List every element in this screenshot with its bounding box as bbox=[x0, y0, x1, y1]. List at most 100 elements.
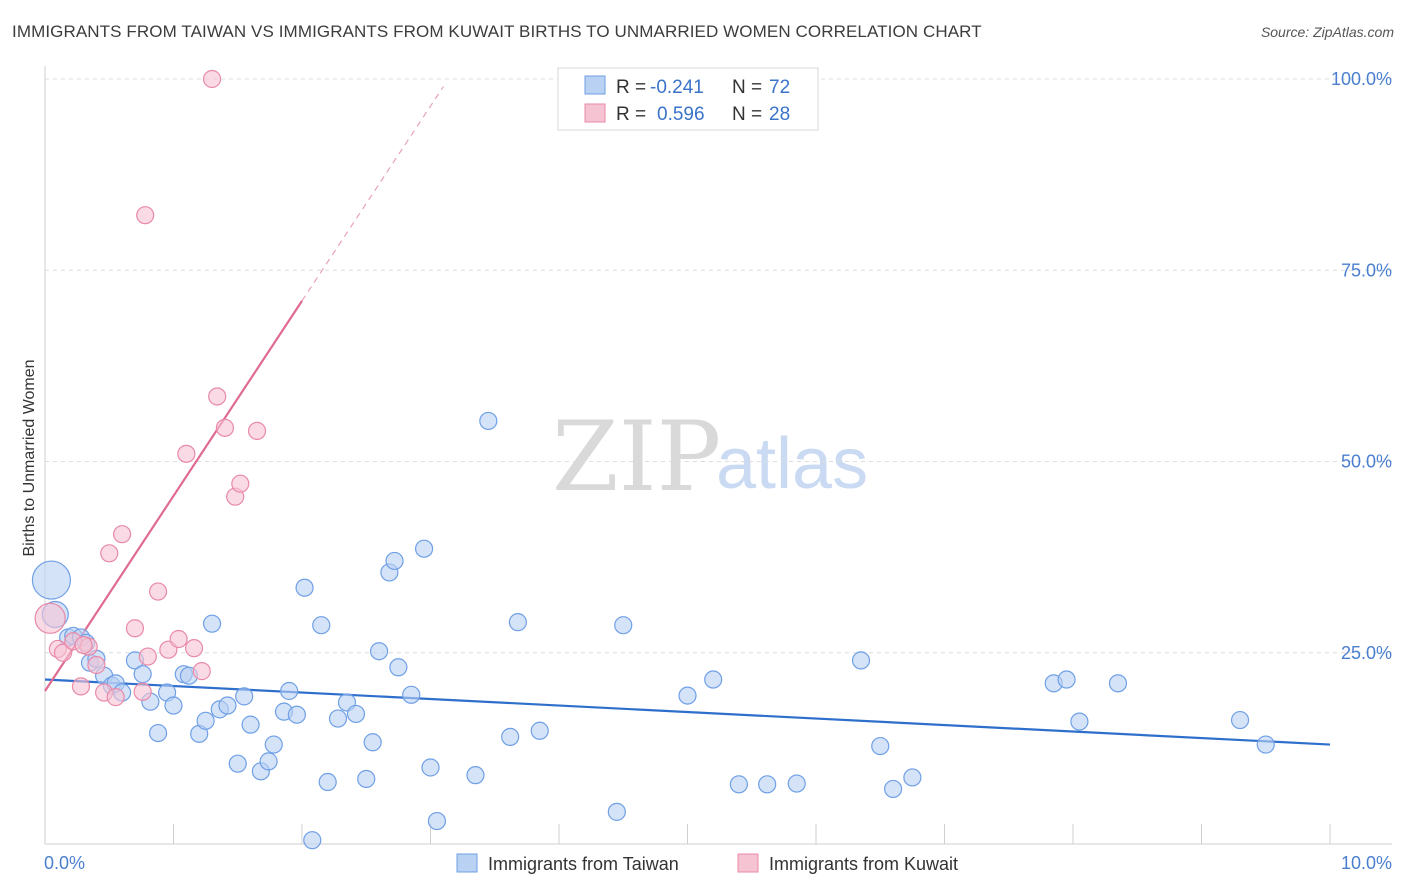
point-taiwan-32 bbox=[280, 681, 299, 701]
legend-r-label-kuwait: R = bbox=[616, 104, 646, 125]
point-taiwan-33 bbox=[287, 705, 306, 724]
series-legend-label-kuwait: Immigrants from Kuwait bbox=[769, 854, 958, 874]
legend-swatch-kuwait bbox=[584, 103, 606, 123]
point-kuwait-18 bbox=[184, 639, 204, 658]
point-taiwan-59 bbox=[704, 670, 723, 689]
series-legend: Immigrants from Taiwan Immigrants from K… bbox=[456, 853, 958, 874]
point-kuwait-21 bbox=[208, 387, 227, 406]
point-taiwan-58 bbox=[678, 686, 697, 705]
point-taiwan-24 bbox=[218, 696, 237, 715]
legend-n-value-taiwan: 72 bbox=[769, 77, 790, 98]
point-kuwait-12 bbox=[133, 682, 152, 701]
point-taiwan-57 bbox=[614, 616, 633, 635]
point-taiwan-30 bbox=[264, 735, 283, 754]
point-taiwan-0 bbox=[31, 560, 72, 600]
chart-title: IMMIGRANTS FROM TAIWAN VS IMMIGRANTS FRO… bbox=[12, 22, 982, 41]
point-kuwait-14 bbox=[148, 582, 168, 601]
point-taiwan-53 bbox=[501, 727, 520, 747]
watermark-zip: ZIP bbox=[552, 401, 721, 513]
legend-n-label-taiwan: N = bbox=[732, 77, 762, 98]
point-taiwan-17 bbox=[164, 696, 183, 715]
point-taiwan-40 bbox=[346, 704, 366, 724]
point-taiwan-26 bbox=[235, 687, 254, 706]
gridlines bbox=[45, 78, 1392, 654]
point-taiwan-46 bbox=[389, 658, 408, 677]
point-taiwan-25 bbox=[228, 754, 247, 773]
point-taiwan-42 bbox=[363, 733, 382, 752]
point-kuwait-20 bbox=[202, 69, 222, 89]
point-taiwan-49 bbox=[421, 758, 440, 777]
point-taiwan-70 bbox=[1108, 674, 1128, 693]
point-taiwan-43 bbox=[370, 642, 389, 661]
point-taiwan-21 bbox=[196, 711, 215, 730]
trend-line-kuwait bbox=[44, 300, 303, 692]
legend-swatch-taiwan bbox=[584, 75, 606, 95]
series-legend-swatch-kuwait bbox=[737, 853, 759, 873]
y-tick-label-0: 25.0% bbox=[1341, 643, 1392, 663]
point-taiwan-47 bbox=[402, 685, 421, 704]
point-kuwait-27 bbox=[74, 635, 93, 655]
point-taiwan-68 bbox=[1057, 670, 1076, 689]
point-taiwan-35 bbox=[303, 831, 322, 850]
point-kuwait-26 bbox=[136, 206, 155, 225]
point-taiwan-22 bbox=[202, 614, 222, 633]
point-kuwait-19 bbox=[192, 662, 211, 681]
point-taiwan-45 bbox=[385, 551, 404, 571]
point-kuwait-22 bbox=[215, 418, 234, 437]
point-taiwan-72 bbox=[1256, 735, 1275, 754]
point-taiwan-60 bbox=[729, 775, 749, 794]
trend-line-kuwait-extension bbox=[301, 86, 444, 302]
point-taiwan-34 bbox=[295, 578, 314, 597]
legend-r-label-taiwan: R = bbox=[616, 77, 646, 98]
point-taiwan-56 bbox=[607, 802, 626, 821]
y-tick-label-1: 50.0% bbox=[1341, 452, 1392, 472]
point-taiwan-15 bbox=[148, 723, 168, 743]
point-kuwait-4 bbox=[71, 677, 91, 696]
point-taiwan-63 bbox=[851, 651, 871, 670]
point-taiwan-54 bbox=[508, 613, 527, 632]
series-legend-label-taiwan: Immigrants from Taiwan bbox=[488, 854, 679, 874]
point-taiwan-29 bbox=[259, 752, 278, 771]
trend-line-taiwan bbox=[44, 678, 1331, 746]
point-taiwan-65 bbox=[883, 779, 903, 799]
point-kuwait-24 bbox=[231, 474, 250, 493]
tick-labels: 25.0% 50.0% 75.0% 100.0% 0.0% 10.0% bbox=[44, 69, 1392, 873]
point-kuwait-8 bbox=[100, 544, 119, 563]
point-taiwan-52 bbox=[479, 411, 498, 431]
legend-n-label-kuwait: N = bbox=[732, 104, 762, 125]
legend-r-value-kuwait: 0.596 bbox=[657, 104, 705, 125]
point-taiwan-61 bbox=[758, 775, 777, 794]
point-kuwait-11 bbox=[125, 619, 145, 638]
point-kuwait-10 bbox=[112, 525, 132, 544]
point-taiwan-55 bbox=[530, 721, 549, 740]
watermark-atlas: atlas bbox=[716, 424, 868, 504]
point-kuwait-17 bbox=[177, 444, 196, 463]
point-taiwan-69 bbox=[1070, 712, 1089, 731]
point-taiwan-50 bbox=[427, 811, 447, 831]
x-tick-label-1: 10.0% bbox=[1341, 853, 1392, 873]
point-kuwait-2 bbox=[53, 643, 73, 662]
source-credit: Source: ZipAtlas.com bbox=[1260, 24, 1394, 40]
series-legend-swatch-taiwan bbox=[456, 853, 478, 873]
point-taiwan-62 bbox=[787, 774, 806, 793]
point-taiwan-36 bbox=[312, 616, 331, 635]
point-taiwan-37 bbox=[318, 772, 337, 792]
point-kuwait-25 bbox=[247, 421, 267, 440]
point-taiwan-71 bbox=[1230, 710, 1250, 730]
point-taiwan-66 bbox=[903, 768, 922, 787]
point-taiwan-64 bbox=[871, 736, 890, 756]
point-kuwait-9 bbox=[106, 688, 125, 707]
point-kuwait-13 bbox=[138, 647, 157, 666]
x-tick-label-0: 0.0% bbox=[44, 853, 85, 873]
point-kuwait-0 bbox=[34, 602, 66, 634]
data-points bbox=[31, 69, 1275, 850]
point-taiwan-13 bbox=[133, 665, 152, 684]
trend-lines bbox=[44, 86, 1331, 746]
legend-n-value-kuwait: 28 bbox=[769, 104, 790, 125]
point-taiwan-41 bbox=[357, 769, 376, 789]
legend-r-value-taiwan: -0.241 bbox=[650, 77, 704, 98]
y-axis-label: Births to Unmarried Women bbox=[21, 359, 38, 556]
point-kuwait-6 bbox=[87, 655, 106, 675]
point-taiwan-27 bbox=[241, 715, 260, 734]
point-taiwan-48 bbox=[414, 539, 434, 558]
